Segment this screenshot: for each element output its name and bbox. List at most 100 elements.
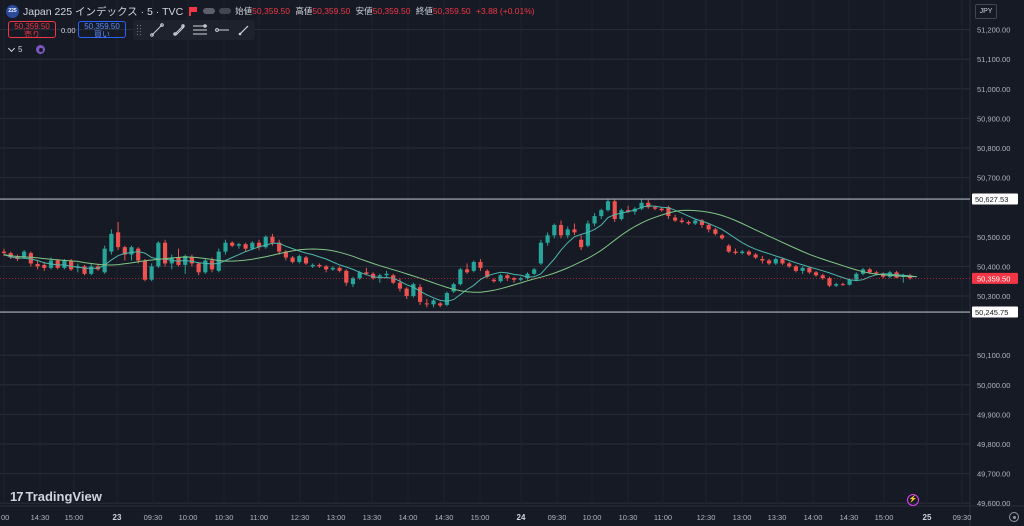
x-tick-label: 11:00: [250, 513, 268, 522]
candle-body: [867, 269, 872, 273]
candle-body: [518, 278, 523, 280]
candle-body: [585, 223, 590, 246]
x-tick-label: 13:00: [327, 513, 346, 522]
tradingview-logo[interactable]: 17 TradingView: [10, 489, 102, 504]
x-tick-label: 14:30: [31, 513, 50, 522]
symbol-title[interactable]: Japan 225 インデックス · 5 · TVC: [23, 5, 184, 18]
x-tick-label: 14:30: [435, 513, 454, 522]
candle-body: [122, 247, 127, 255]
fib-retracement-icon[interactable]: [168, 22, 190, 38]
candle-body: [646, 202, 651, 208]
candle-body: [505, 275, 510, 279]
candle-body: [223, 242, 228, 252]
candle-body: [418, 287, 423, 302]
drag-handle-icon[interactable]: [136, 24, 142, 36]
sell-button[interactable]: 50,359.50 売り: [8, 21, 56, 39]
toggle-pill-icon[interactable]: [203, 8, 216, 14]
x-tick-label: 23: [113, 513, 122, 522]
candle-body: [404, 288, 409, 296]
candle-body: [766, 260, 772, 264]
ma-slow-line: [3, 209, 917, 293]
y-tick-label: 51,000.00: [977, 85, 1010, 94]
x-tick-label: 12:30: [697, 513, 716, 522]
candle-body: [746, 251, 752, 255]
indicator-legend[interactable]: 5: [7, 44, 46, 54]
candle-body: [69, 260, 74, 270]
candle-body: [444, 293, 450, 305]
y-tick-label: 50,800.00: [977, 144, 1010, 153]
spread-value: 0.00: [61, 26, 76, 35]
candle-body: [478, 261, 483, 268]
parallel-channel-icon[interactable]: [190, 22, 212, 38]
x-tick-label: 09:30: [144, 513, 163, 522]
candle-body: [216, 251, 221, 271]
candle-body: [35, 264, 40, 267]
horizontal-line-label-bg: [972, 306, 1018, 318]
candle-body: [28, 253, 33, 264]
ma-fast-line: [3, 205, 917, 302]
candle-body: [753, 254, 758, 258]
x-tick-label: 10:30: [215, 513, 234, 522]
y-tick-label: 49,900.00: [977, 410, 1010, 419]
brush-icon[interactable]: [233, 22, 255, 38]
candle-body: [142, 260, 148, 280]
candle-body: [102, 248, 107, 273]
candle-body: [538, 242, 543, 264]
candle-body: [740, 251, 745, 254]
candle-body: [464, 269, 470, 273]
candle-body: [686, 222, 691, 224]
x-tick-label: 10:00: [179, 513, 198, 522]
candle-body: [659, 208, 664, 211]
toggle-pill-icon[interactable]: [219, 8, 232, 14]
x-tick-label: 13:00: [733, 513, 752, 522]
candle-body: [250, 242, 255, 249]
candle-body: [699, 220, 705, 225]
candle-body: [565, 229, 570, 236]
candle-body: [679, 220, 684, 222]
buy-button[interactable]: 50,359.50 買い: [78, 21, 126, 39]
gear-icon[interactable]: [1009, 512, 1019, 522]
candle-body: [330, 267, 335, 270]
x-tick-label: 15:00: [65, 513, 84, 522]
x-tick-label: 11:00: [654, 513, 672, 522]
candle-body: [847, 279, 852, 285]
x-tick-label: 24: [517, 513, 526, 522]
trend-line-icon[interactable]: [146, 22, 168, 38]
indicator-icon[interactable]: [36, 45, 46, 54]
ohlc-values: 始値50,359.50 高値50,359.50 安値50,359.50 終値50…: [235, 6, 535, 16]
candle-body: [297, 256, 302, 262]
candle-body: [189, 257, 194, 264]
candle-body: [230, 242, 235, 246]
x-tick-label: 14:30: [840, 513, 859, 522]
candle-body: [673, 217, 678, 221]
candle-body: [612, 201, 617, 220]
candle-body: [579, 239, 584, 248]
indicator-label: 5: [18, 45, 23, 54]
current-price-label-bg: [972, 272, 1018, 284]
symbol-logo-icon[interactable]: 225: [6, 4, 19, 18]
x-tick-label: 15:00: [875, 513, 894, 522]
lightning-icon[interactable]: ⚡: [907, 494, 919, 506]
y-tick-label: 50,300.00: [977, 292, 1010, 301]
candle-body: [458, 269, 463, 285]
x-tick-label: 13:30: [768, 513, 787, 522]
candle-body: [116, 232, 121, 248]
candle-body: [713, 229, 718, 234]
candle-body: [377, 275, 382, 277]
x-tick-label: 14:00: [399, 513, 418, 522]
y-tick-label: 49,800.00: [977, 440, 1010, 449]
candle-body: [813, 272, 819, 276]
candle-body: [827, 278, 832, 286]
chevron-down-icon[interactable]: [7, 44, 16, 53]
flag-icon[interactable]: [189, 6, 197, 16]
candle-body: [652, 207, 658, 209]
candle-body: [324, 266, 329, 270]
candle-body: [451, 284, 456, 292]
horizontal-ray-icon[interactable]: [211, 22, 233, 38]
currency-button[interactable]: JPY: [975, 4, 997, 19]
candle-body: [196, 263, 201, 273]
candle-body: [424, 303, 429, 305]
y-tick-label: 50,500.00: [977, 233, 1010, 242]
candle-body: [511, 278, 517, 280]
